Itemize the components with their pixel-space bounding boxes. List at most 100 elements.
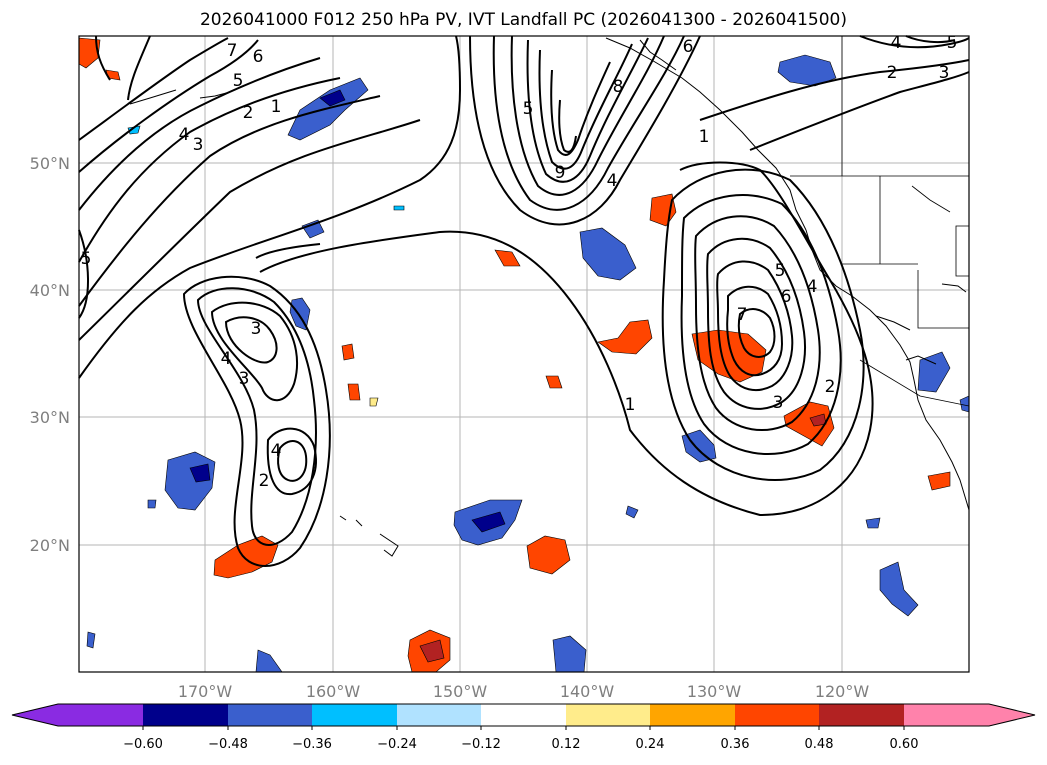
contour-label: 5: [947, 33, 958, 53]
colorbar-segment: [228, 704, 312, 726]
lon-label-150w: 150°W: [433, 682, 488, 701]
pv-blob-pos: [494, 249, 521, 267]
contour-labels: 7 6 5 2 1 4 3 5 5 8 9 4 6 1 4 5 2 3 3 4 …: [81, 33, 958, 491]
pv-blob-neg: [147, 499, 157, 509]
pv-blob-neg: [393, 205, 405, 211]
pv-blob-pos: [341, 343, 355, 361]
latitude-labels: 50°N 40°N 30°N 20°N: [30, 154, 70, 555]
colorbar: −0.60 −0.48 −0.36 −0.24 −0.12 0.12 0.24 …: [11, 703, 1036, 752]
lon-label-120w: 120°W: [815, 682, 870, 701]
lat-label-20n: 20°N: [30, 536, 70, 555]
pv-blob-neg: [552, 635, 587, 673]
pv-blob-pos: [369, 397, 379, 407]
pv-blob-neg: [681, 429, 717, 463]
contour-label: 7: [227, 41, 238, 61]
colorbar-tick-label: 0.60: [890, 737, 919, 752]
pv-blob-neg: [319, 89, 346, 107]
contour-label: 3: [939, 63, 950, 83]
map-frame: [78, 35, 970, 673]
lon-label-160w: 160°W: [306, 682, 361, 701]
contour-label: 3: [239, 369, 250, 389]
lon-label-140w: 140°W: [560, 682, 615, 701]
colorbar-tick-label: −0.12: [461, 737, 501, 752]
lat-label-30n: 30°N: [30, 408, 70, 427]
colorbar-segment: [566, 704, 650, 726]
pv-blob-neg: [471, 511, 506, 533]
pv-negative-anomalies: [86, 54, 970, 673]
contour-label: 6: [781, 287, 792, 307]
contour-label: 6: [683, 37, 694, 57]
contour-label: 4: [891, 33, 902, 53]
contour-label: 4: [607, 171, 618, 191]
pv-blob-neg: [189, 463, 211, 483]
colorbar-tick-label: 0.24: [636, 737, 665, 752]
pv-blob-pos: [526, 535, 571, 575]
contour-label: 1: [625, 395, 636, 415]
colorbar-segment: [312, 704, 397, 726]
colorbar-tick-label: 0.48: [805, 737, 834, 752]
colorbar-tick-label: −0.36: [292, 737, 332, 752]
pv-blob-pos: [783, 401, 835, 447]
colorbar-tick-label: 0.36: [721, 737, 750, 752]
contour-label: 3: [193, 135, 204, 155]
contour-label: 7: [737, 305, 748, 325]
map-title: 2026041000 F012 250 hPa PV, IVT Landfall…: [199, 10, 847, 30]
contour-label: 5: [81, 249, 92, 269]
contour-label: 3: [251, 319, 262, 339]
colorbar-segment: [397, 704, 481, 726]
lat-label-40n: 40°N: [30, 281, 70, 300]
contour-label: 6: [253, 47, 264, 67]
pv-blob-neg: [625, 505, 639, 519]
lon-label-170w: 170°W: [178, 682, 233, 701]
colorbar-segment: [819, 704, 904, 726]
pv-blob-neg: [289, 297, 311, 331]
contour-label: 8: [613, 77, 624, 97]
contour-label: 2: [887, 63, 898, 83]
pv-blob-pos: [809, 413, 827, 427]
pv-blob-neg: [579, 227, 637, 281]
contour-label: 4: [179, 125, 190, 145]
colorbar-extend-high: [989, 704, 1035, 726]
contour-label: 4: [271, 441, 282, 461]
colorbar-tick-label: −0.48: [208, 737, 248, 752]
contour-label: 5: [523, 99, 534, 119]
colorbar-segment: [481, 704, 566, 726]
pv-blob-neg: [86, 631, 96, 649]
contour-label: 1: [271, 97, 282, 117]
contour-label: 1: [699, 127, 710, 147]
contour-label: 9: [555, 163, 566, 183]
colorbar-tick-label: −0.60: [123, 737, 163, 752]
longitude-labels: 170°W 160°W 150°W 140°W 130°W 120°W: [178, 682, 870, 701]
colorbar-segment: [735, 704, 819, 726]
lat-label-50n: 50°N: [30, 154, 70, 173]
colorbar-segment: [58, 704, 143, 726]
pv-blob-neg: [301, 219, 325, 239]
contour-label: 2: [243, 103, 254, 123]
lon-label-130w: 130°W: [687, 682, 742, 701]
contour-label: 5: [233, 71, 244, 91]
contour-label: 3: [773, 393, 784, 413]
pv-contours: [78, 35, 970, 567]
pv-blob-pos: [213, 535, 279, 579]
colorbar-segment: [650, 704, 735, 726]
pv-blob-neg: [865, 517, 881, 529]
colorbar-tick-label: 0.12: [552, 737, 581, 752]
contour-label: 5: [775, 261, 786, 281]
pv-blob-pos: [347, 383, 361, 401]
pv-blob-pos: [927, 471, 951, 491]
pv-blob-pos: [597, 319, 653, 355]
contour-label: 4: [807, 277, 818, 297]
contour-label: 2: [259, 471, 270, 491]
pv-positive-anomalies: [78, 37, 951, 673]
country-borders: [790, 36, 970, 407]
pv-blob-neg: [917, 351, 951, 393]
contour-label: 2: [825, 377, 836, 397]
colorbar-segment: [143, 704, 228, 726]
pv-blob-pos: [419, 639, 445, 663]
map-panel: 7 6 5 2 1 4 3 5 5 8 9 4 6 1 4 5 2 3 3 4 …: [78, 33, 970, 673]
colorbar-extend-low: [12, 704, 58, 726]
contour-label: 4: [221, 349, 232, 369]
colorbar-tick-label: −0.24: [377, 737, 417, 752]
pv-blob-neg: [879, 561, 919, 617]
